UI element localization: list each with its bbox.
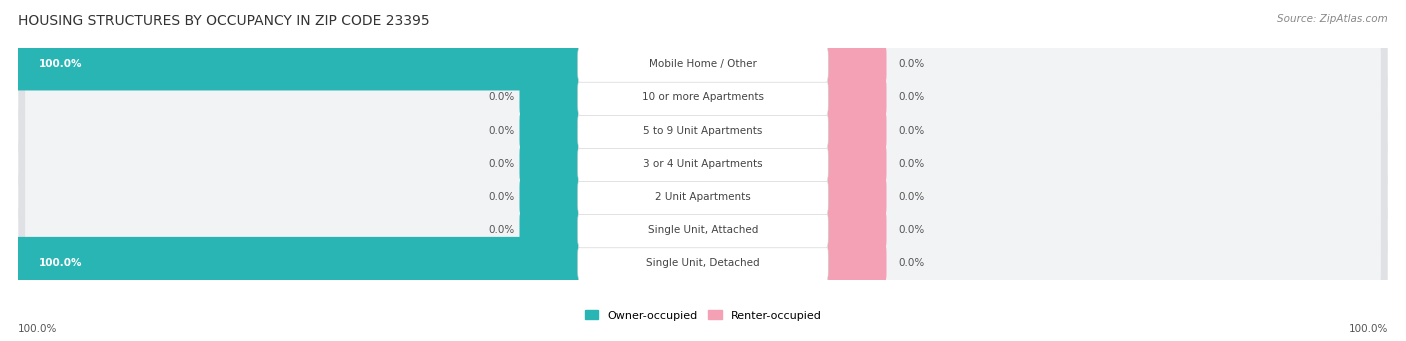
FancyBboxPatch shape xyxy=(18,102,1388,159)
FancyBboxPatch shape xyxy=(828,243,887,283)
Text: 0.0%: 0.0% xyxy=(898,225,924,235)
Text: 100.0%: 100.0% xyxy=(39,258,83,268)
Text: 0.0%: 0.0% xyxy=(488,92,515,102)
FancyBboxPatch shape xyxy=(578,146,828,181)
FancyBboxPatch shape xyxy=(25,71,1381,123)
FancyBboxPatch shape xyxy=(828,78,887,117)
FancyBboxPatch shape xyxy=(578,46,828,82)
Text: Source: ZipAtlas.com: Source: ZipAtlas.com xyxy=(1277,14,1388,24)
FancyBboxPatch shape xyxy=(25,137,1381,190)
Text: 0.0%: 0.0% xyxy=(488,125,515,136)
Text: 0.0%: 0.0% xyxy=(898,59,924,69)
Text: 0.0%: 0.0% xyxy=(488,159,515,169)
FancyBboxPatch shape xyxy=(828,111,887,150)
Text: 0.0%: 0.0% xyxy=(898,92,924,102)
FancyBboxPatch shape xyxy=(18,168,1388,225)
FancyBboxPatch shape xyxy=(25,204,1381,256)
Text: Single Unit, Detached: Single Unit, Detached xyxy=(647,258,759,268)
Text: 100.0%: 100.0% xyxy=(18,324,58,334)
Text: 100.0%: 100.0% xyxy=(1348,324,1388,334)
FancyBboxPatch shape xyxy=(18,202,1388,258)
FancyBboxPatch shape xyxy=(519,177,578,216)
FancyBboxPatch shape xyxy=(578,245,828,281)
FancyBboxPatch shape xyxy=(15,38,583,90)
FancyBboxPatch shape xyxy=(828,210,887,250)
FancyBboxPatch shape xyxy=(25,237,1381,289)
FancyBboxPatch shape xyxy=(18,69,1388,126)
Text: 0.0%: 0.0% xyxy=(488,225,515,235)
Text: 2 Unit Apartments: 2 Unit Apartments xyxy=(655,192,751,202)
FancyBboxPatch shape xyxy=(578,179,828,215)
Legend: Owner-occupied, Renter-occupied: Owner-occupied, Renter-occupied xyxy=(581,306,825,325)
FancyBboxPatch shape xyxy=(25,170,1381,223)
FancyBboxPatch shape xyxy=(519,210,578,250)
FancyBboxPatch shape xyxy=(519,144,578,183)
Text: 100.0%: 100.0% xyxy=(39,59,83,69)
FancyBboxPatch shape xyxy=(828,177,887,216)
Text: 0.0%: 0.0% xyxy=(898,258,924,268)
Text: 0.0%: 0.0% xyxy=(898,192,924,202)
FancyBboxPatch shape xyxy=(828,144,887,183)
Text: Single Unit, Attached: Single Unit, Attached xyxy=(648,225,758,235)
Text: 10 or more Apartments: 10 or more Apartments xyxy=(643,92,763,102)
Text: 0.0%: 0.0% xyxy=(898,159,924,169)
Text: 3 or 4 Unit Apartments: 3 or 4 Unit Apartments xyxy=(643,159,763,169)
FancyBboxPatch shape xyxy=(519,78,578,117)
FancyBboxPatch shape xyxy=(578,212,828,248)
FancyBboxPatch shape xyxy=(578,113,828,148)
FancyBboxPatch shape xyxy=(18,36,1388,93)
Text: HOUSING STRUCTURES BY OCCUPANCY IN ZIP CODE 23395: HOUSING STRUCTURES BY OCCUPANCY IN ZIP C… xyxy=(18,14,430,28)
FancyBboxPatch shape xyxy=(18,235,1388,292)
Text: 0.0%: 0.0% xyxy=(488,192,515,202)
Text: 5 to 9 Unit Apartments: 5 to 9 Unit Apartments xyxy=(644,125,762,136)
FancyBboxPatch shape xyxy=(578,79,828,115)
FancyBboxPatch shape xyxy=(25,104,1381,157)
FancyBboxPatch shape xyxy=(828,45,887,84)
FancyBboxPatch shape xyxy=(519,111,578,150)
Text: 0.0%: 0.0% xyxy=(898,125,924,136)
FancyBboxPatch shape xyxy=(15,237,583,289)
FancyBboxPatch shape xyxy=(25,38,1381,90)
FancyBboxPatch shape xyxy=(18,135,1388,192)
Text: Mobile Home / Other: Mobile Home / Other xyxy=(650,59,756,69)
